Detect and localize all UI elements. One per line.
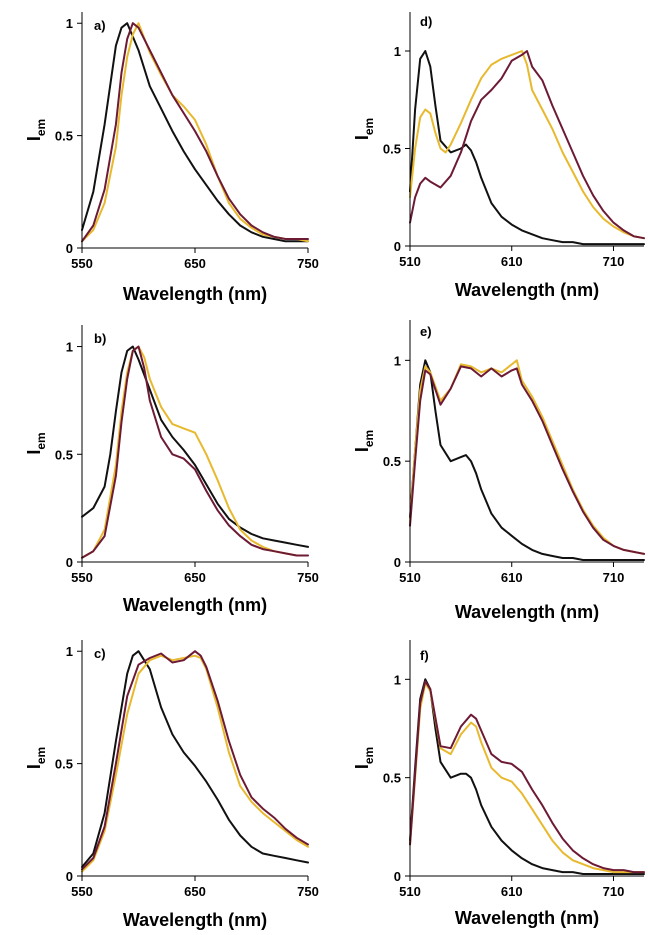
x-tick-label: 710 <box>603 254 625 269</box>
series-line-black <box>81 22 309 243</box>
x-tick-label: 750 <box>297 570 319 585</box>
series-line-maroon <box>409 50 645 240</box>
x-tick-label: 750 <box>297 884 319 899</box>
series-line-gold <box>81 654 309 873</box>
y-axis-title-sub: em <box>34 119 48 136</box>
x-tick-label: 610 <box>501 254 523 269</box>
x-tick-label: 510 <box>399 884 421 899</box>
chart-panel: 550 650 750 0 0.5 1 Wavelength (nm) Iem b) <box>24 325 319 615</box>
chart-panel: 510 610 710 0 0.5 1 Wavelength (nm) Iem e) <box>352 320 645 622</box>
x-tick-label: 550 <box>71 256 93 271</box>
chart-panel: 550 650 750 0 0.5 1 Wavelength (nm) Iem c) <box>24 640 319 930</box>
series-line-maroon <box>409 680 645 874</box>
x-axis-title: Wavelength (nm) <box>123 910 267 930</box>
y-tick-label: 0.5 <box>55 447 73 462</box>
x-tick-label: 650 <box>184 884 206 899</box>
y-tick-label: 0 <box>66 555 73 570</box>
y-tick-label: 1 <box>394 672 401 687</box>
series-line-maroon <box>81 345 309 559</box>
y-axis-title-main: I <box>24 450 44 455</box>
y-axis-title: Iem <box>352 118 376 140</box>
y-tick-label: 1 <box>66 340 73 355</box>
y-tick-label: 0.5 <box>383 142 401 157</box>
y-tick-label: 1 <box>66 16 73 31</box>
y-tick-label: 0 <box>394 239 401 254</box>
x-tick-label: 650 <box>184 256 206 271</box>
series-line-black <box>409 359 645 561</box>
y-axis-title-sub: em <box>34 747 48 764</box>
x-axis-title: Wavelength (nm) <box>455 602 599 622</box>
y-tick-label: 0 <box>66 241 73 256</box>
x-tick-label: 650 <box>184 570 206 585</box>
y-axis-title-main: I <box>352 447 372 452</box>
panel-label: f) <box>420 648 429 663</box>
y-axis-title: Iem <box>24 119 48 141</box>
y-axis-title: Iem <box>24 747 48 769</box>
series-line-gold <box>81 345 309 559</box>
x-tick-label: 550 <box>71 884 93 899</box>
y-axis-title: Iem <box>352 430 376 452</box>
x-tick-label: 750 <box>297 256 319 271</box>
series-line-black <box>81 345 309 548</box>
y-tick-label: 0.5 <box>383 771 401 786</box>
y-tick-label: 0 <box>66 869 73 884</box>
y-axis-title-sub: em <box>362 747 376 764</box>
x-axis-title: Wavelength (nm) <box>123 284 267 304</box>
y-axis-title-sub: em <box>362 430 376 447</box>
series-line-gold <box>81 22 309 243</box>
x-axis-title: Wavelength (nm) <box>455 908 599 928</box>
x-tick-label: 610 <box>501 884 523 899</box>
y-axis-title-main: I <box>352 135 372 140</box>
y-tick-label: 0.5 <box>55 757 73 772</box>
y-axis-title: Iem <box>352 747 376 769</box>
chart-panel: 510 610 710 0 0.5 1 Wavelength (nm) Iem f) <box>352 640 645 928</box>
y-tick-label: 1 <box>394 353 401 368</box>
x-tick-label: 550 <box>71 570 93 585</box>
chart-panel: 550 650 750 0 0.5 1 Wavelength (nm) Iem a) <box>24 12 319 304</box>
panel-label: a) <box>94 18 106 33</box>
x-axis-title: Wavelength (nm) <box>123 595 267 615</box>
chart-panel: 510 610 710 0 0.5 1 Wavelength (nm) Iem d) <box>352 12 645 300</box>
y-axis-title-sub: em <box>34 432 48 449</box>
y-axis-title-main: I <box>352 764 372 769</box>
panel-label: d) <box>420 14 432 29</box>
series-line-gold <box>409 682 645 874</box>
series-line-maroon <box>409 365 645 555</box>
y-axis-title-sub: em <box>362 118 376 135</box>
x-tick-label: 610 <box>501 570 523 585</box>
series-line-gold <box>409 50 645 240</box>
x-tick-label: 710 <box>603 570 625 585</box>
panel-label: c) <box>94 646 106 661</box>
x-tick-label: 710 <box>603 884 625 899</box>
y-tick-label: 0.5 <box>383 454 401 469</box>
series-line-black <box>409 678 645 875</box>
y-tick-label: 0 <box>394 555 401 570</box>
x-tick-label: 510 <box>399 254 421 269</box>
y-axis-title-main: I <box>24 136 44 141</box>
y-tick-label: 1 <box>394 44 401 59</box>
x-tick-label: 510 <box>399 570 421 585</box>
x-axis-title: Wavelength (nm) <box>455 280 599 300</box>
series-line-maroon <box>81 650 309 871</box>
y-axis-title-main: I <box>24 764 44 769</box>
series-line-gold <box>409 359 645 555</box>
series-line-black <box>81 650 309 868</box>
y-tick-label: 1 <box>66 644 73 659</box>
panel-label: b) <box>94 331 106 346</box>
series-line-maroon <box>81 22 309 243</box>
panel-label: e) <box>420 324 432 339</box>
y-tick-label: 0.5 <box>55 129 73 144</box>
y-tick-label: 0 <box>394 869 401 884</box>
series-line-black <box>409 50 645 246</box>
y-axis-title: Iem <box>24 432 48 454</box>
